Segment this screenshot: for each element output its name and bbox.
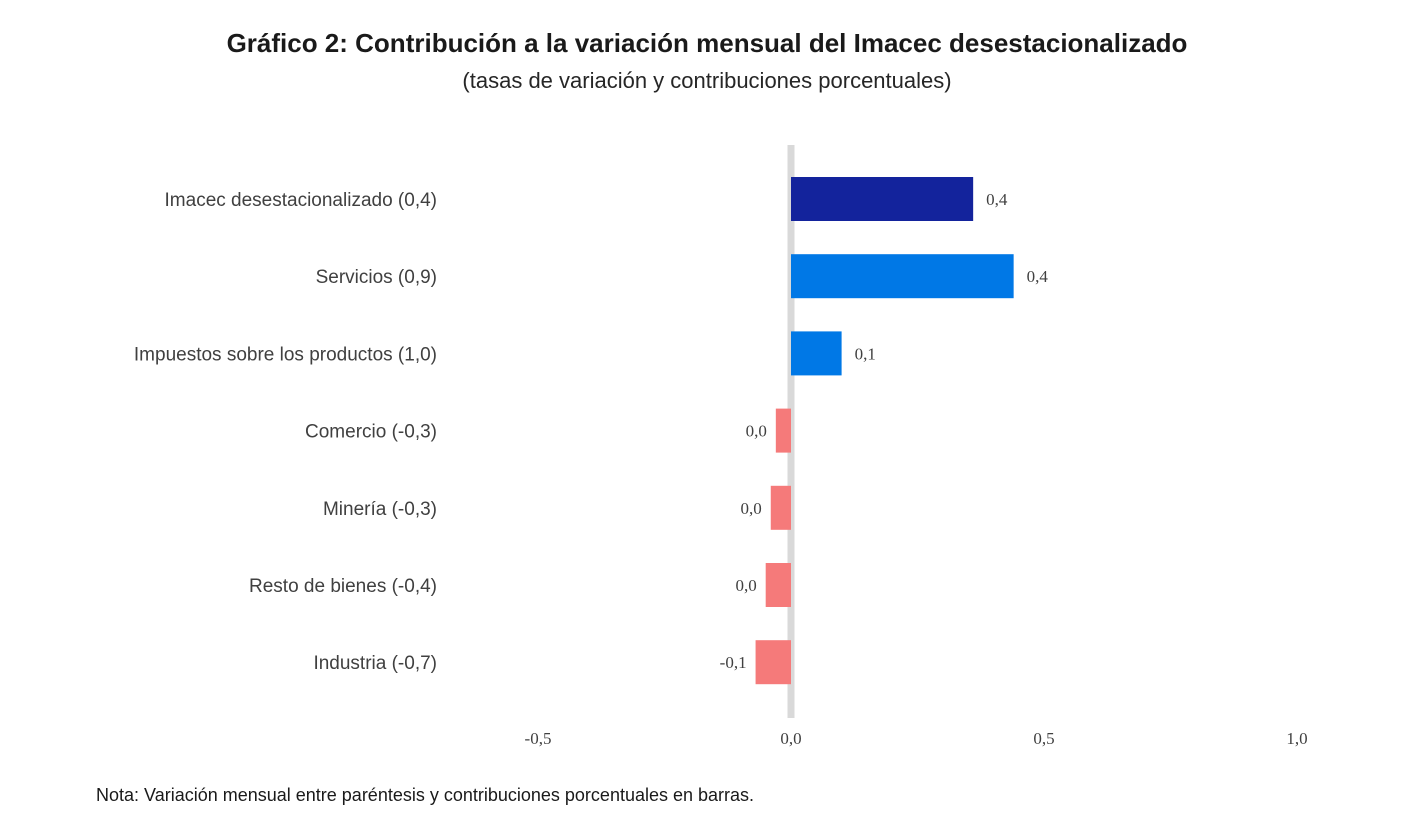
x-tick-label: 0,0 — [780, 729, 801, 748]
value-label: 0,1 — [855, 344, 876, 363]
bar — [791, 331, 842, 376]
value-label: 0,4 — [1027, 267, 1049, 286]
x-tick-label: -0,5 — [525, 729, 552, 748]
bar — [755, 640, 791, 685]
chart-note: Nota: Variación mensual entre paréntesis… — [96, 785, 755, 805]
value-label: -0,1 — [720, 653, 747, 672]
chart-title: Gráfico 2: Contribución a la variación m… — [226, 28, 1188, 58]
category-label: Comercio (-0,3) — [305, 422, 437, 443]
bar — [775, 408, 791, 453]
chart-subtitle: (tasas de variación y contribuciones por… — [462, 68, 952, 93]
category-label: Industria (-0,7) — [313, 653, 437, 674]
category-label: Impuestos sobre los productos (1,0) — [134, 344, 437, 365]
category-label: Servicios (0,9) — [316, 267, 437, 288]
value-label: 0,0 — [746, 422, 767, 441]
category-label: Resto de bienes (-0,4) — [249, 576, 437, 597]
value-label: 0,4 — [986, 190, 1008, 209]
bar — [770, 485, 791, 530]
x-tick-label: 0,5 — [1033, 729, 1054, 748]
category-label: Minería (-0,3) — [323, 499, 437, 520]
bar — [765, 563, 791, 607]
category-label: Imacec desestacionalizado (0,4) — [165, 190, 437, 211]
bar — [791, 177, 974, 221]
value-label: 0,0 — [735, 576, 756, 595]
value-label: 0,0 — [741, 499, 762, 518]
bar — [791, 254, 1014, 299]
x-tick-label: 1,0 — [1286, 729, 1307, 748]
